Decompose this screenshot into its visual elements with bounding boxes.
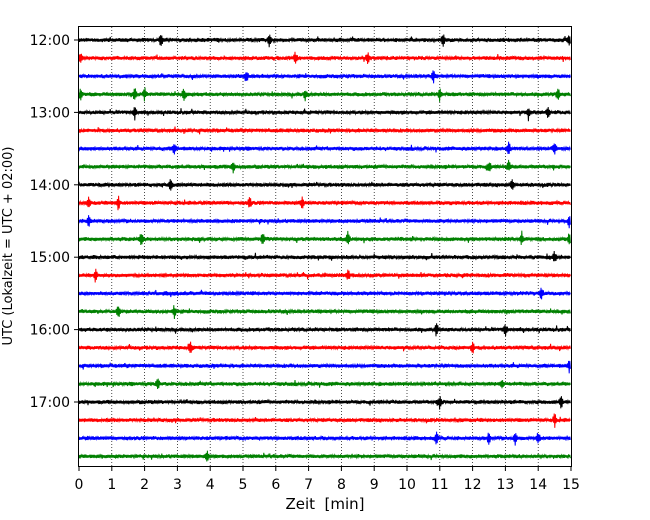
x-tick-label: 9	[370, 477, 379, 493]
y-axis: 12:00 13:00 14:00 15:00 16:00 17:00	[30, 33, 78, 411]
x-tick-label: 7	[304, 477, 313, 493]
y-tick-label: 14:00	[30, 178, 70, 194]
trace-12-00	[78, 34, 571, 48]
trace-14-45	[78, 230, 571, 246]
trace-17-30	[78, 431, 571, 446]
y-tick-label: 17:00	[30, 395, 70, 411]
trace-14-00	[78, 179, 571, 191]
trace-16-45	[78, 378, 571, 390]
x-tick-label: 4	[206, 477, 215, 493]
trace-14-15	[78, 195, 571, 211]
trace-15-15	[78, 268, 571, 283]
x-tick-label: 14	[529, 477, 547, 493]
trace-15-45	[78, 305, 571, 320]
plot-frame	[78, 26, 572, 467]
x-tick-label: 2	[140, 477, 149, 493]
y-tick-label: 13:00	[30, 105, 70, 121]
y-tick-label: 16:00	[30, 323, 70, 339]
x-axis-label: Zeit [min]	[285, 495, 364, 513]
trace-series	[78, 34, 571, 462]
trace-13-30	[78, 141, 571, 155]
trace-16-15	[78, 341, 571, 354]
trace-17-00	[78, 396, 571, 410]
trace-15-30	[78, 287, 571, 300]
y-axis-label: UTC (Lokalzeit = UTC + 02:00)	[1, 147, 16, 346]
x-tick-label: 8	[337, 477, 346, 493]
x-tick-label: 10	[398, 477, 416, 493]
x-axis: 0 1 2 3 4 5 6 7 8 9 10 11 12 13 14 15	[75, 467, 580, 493]
trace-12-45	[78, 87, 571, 102]
y-tick-label: 12:00	[30, 33, 70, 49]
x-tick-label: 3	[173, 477, 182, 493]
trace-17-45	[78, 450, 571, 462]
y-tick-label: 15:00	[30, 250, 70, 266]
x-tick-label: 12	[464, 477, 482, 493]
x-tick-label: 6	[271, 477, 280, 493]
x-tick-label: 11	[431, 477, 449, 493]
x-tick-label: 15	[562, 477, 580, 493]
grid-lines	[111, 27, 539, 466]
trace-15-00	[78, 250, 571, 262]
trace-13-15	[78, 126, 571, 135]
trace-12-15	[78, 51, 571, 65]
trace-17-15	[78, 413, 571, 428]
x-tick-label: 1	[107, 477, 116, 493]
trace-16-00	[78, 323, 571, 337]
x-tick-label: 0	[75, 477, 84, 493]
trace-12-30	[78, 70, 571, 84]
x-tick-label: 5	[239, 477, 248, 493]
trace-14-30	[78, 215, 571, 229]
trace-13-00	[78, 106, 571, 122]
x-tick-label: 13	[496, 477, 514, 493]
trace-13-45	[78, 159, 571, 174]
trace-16-30	[78, 360, 571, 374]
